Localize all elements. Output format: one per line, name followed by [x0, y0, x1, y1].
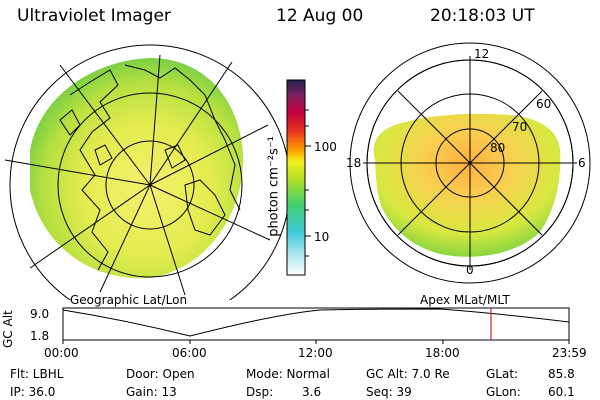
imagery-canvas [4, 42, 591, 300]
glat-label: GLat: [486, 367, 519, 381]
glat-value: 85.8 [548, 367, 575, 381]
mlat-60-label: 60 [536, 97, 552, 111]
altitude-plot [62, 307, 570, 344]
glon-value: 60.1 [548, 385, 575, 399]
seq-info: Seq: 39 [366, 385, 412, 399]
colorbar-tick-10: 10 [314, 230, 330, 244]
apex-map [349, 42, 591, 284]
door-info: Door: Open [126, 367, 195, 381]
gc-alt-tick-low: 1.8 [30, 329, 50, 343]
mlt-0-label: 0 [466, 263, 474, 277]
time-tick-0600: 06:00 [172, 346, 207, 360]
colorbar [286, 79, 311, 276]
colorbar-unit-label: photon cm⁻²s⁻¹ [266, 136, 282, 237]
date-label: 12 Aug 00 [276, 6, 364, 26]
gain-info: Gain: 13 [126, 385, 177, 399]
time-tick-1800: 18:00 [425, 346, 460, 360]
instrument-title: Ultraviolet Imager [17, 6, 171, 26]
gc-alt-tick-high: 9.0 [30, 307, 50, 321]
glon-label: GLon: [486, 385, 521, 399]
mlat-80-label: 80 [490, 141, 506, 155]
apex-panel-label: Apex MLat/MLT [420, 293, 510, 307]
geographic-map [4, 44, 291, 300]
mode-info: Mode: Normal [246, 367, 330, 381]
mlat-70-label: 70 [512, 120, 528, 134]
time-tick-1200: 12:00 [298, 346, 333, 360]
mlt-18-label: 18 [346, 156, 362, 170]
colorbar-tick-100: 100 [314, 140, 337, 154]
mlt-6-label: 6 [578, 156, 586, 170]
time-tick-0000: 00:00 [44, 346, 79, 360]
ip-info: IP: 36.0 [10, 385, 56, 399]
dsp-value: 3.6 [302, 385, 322, 399]
time-tick-2359: 23:59 [552, 346, 587, 360]
time-label: 20:18:03 UT [430, 6, 535, 26]
gc-alt-axis-label: GC Alt [1, 310, 15, 348]
mlt-12-label: 12 [474, 47, 490, 61]
flt-info: Flt: LBHL [10, 367, 64, 381]
geo-panel-label: Geographic Lat/Lon [70, 293, 188, 307]
dsp-label: Dsp: [246, 385, 274, 399]
gc-alt-info: GC Alt: 7.0 Re [366, 367, 450, 381]
